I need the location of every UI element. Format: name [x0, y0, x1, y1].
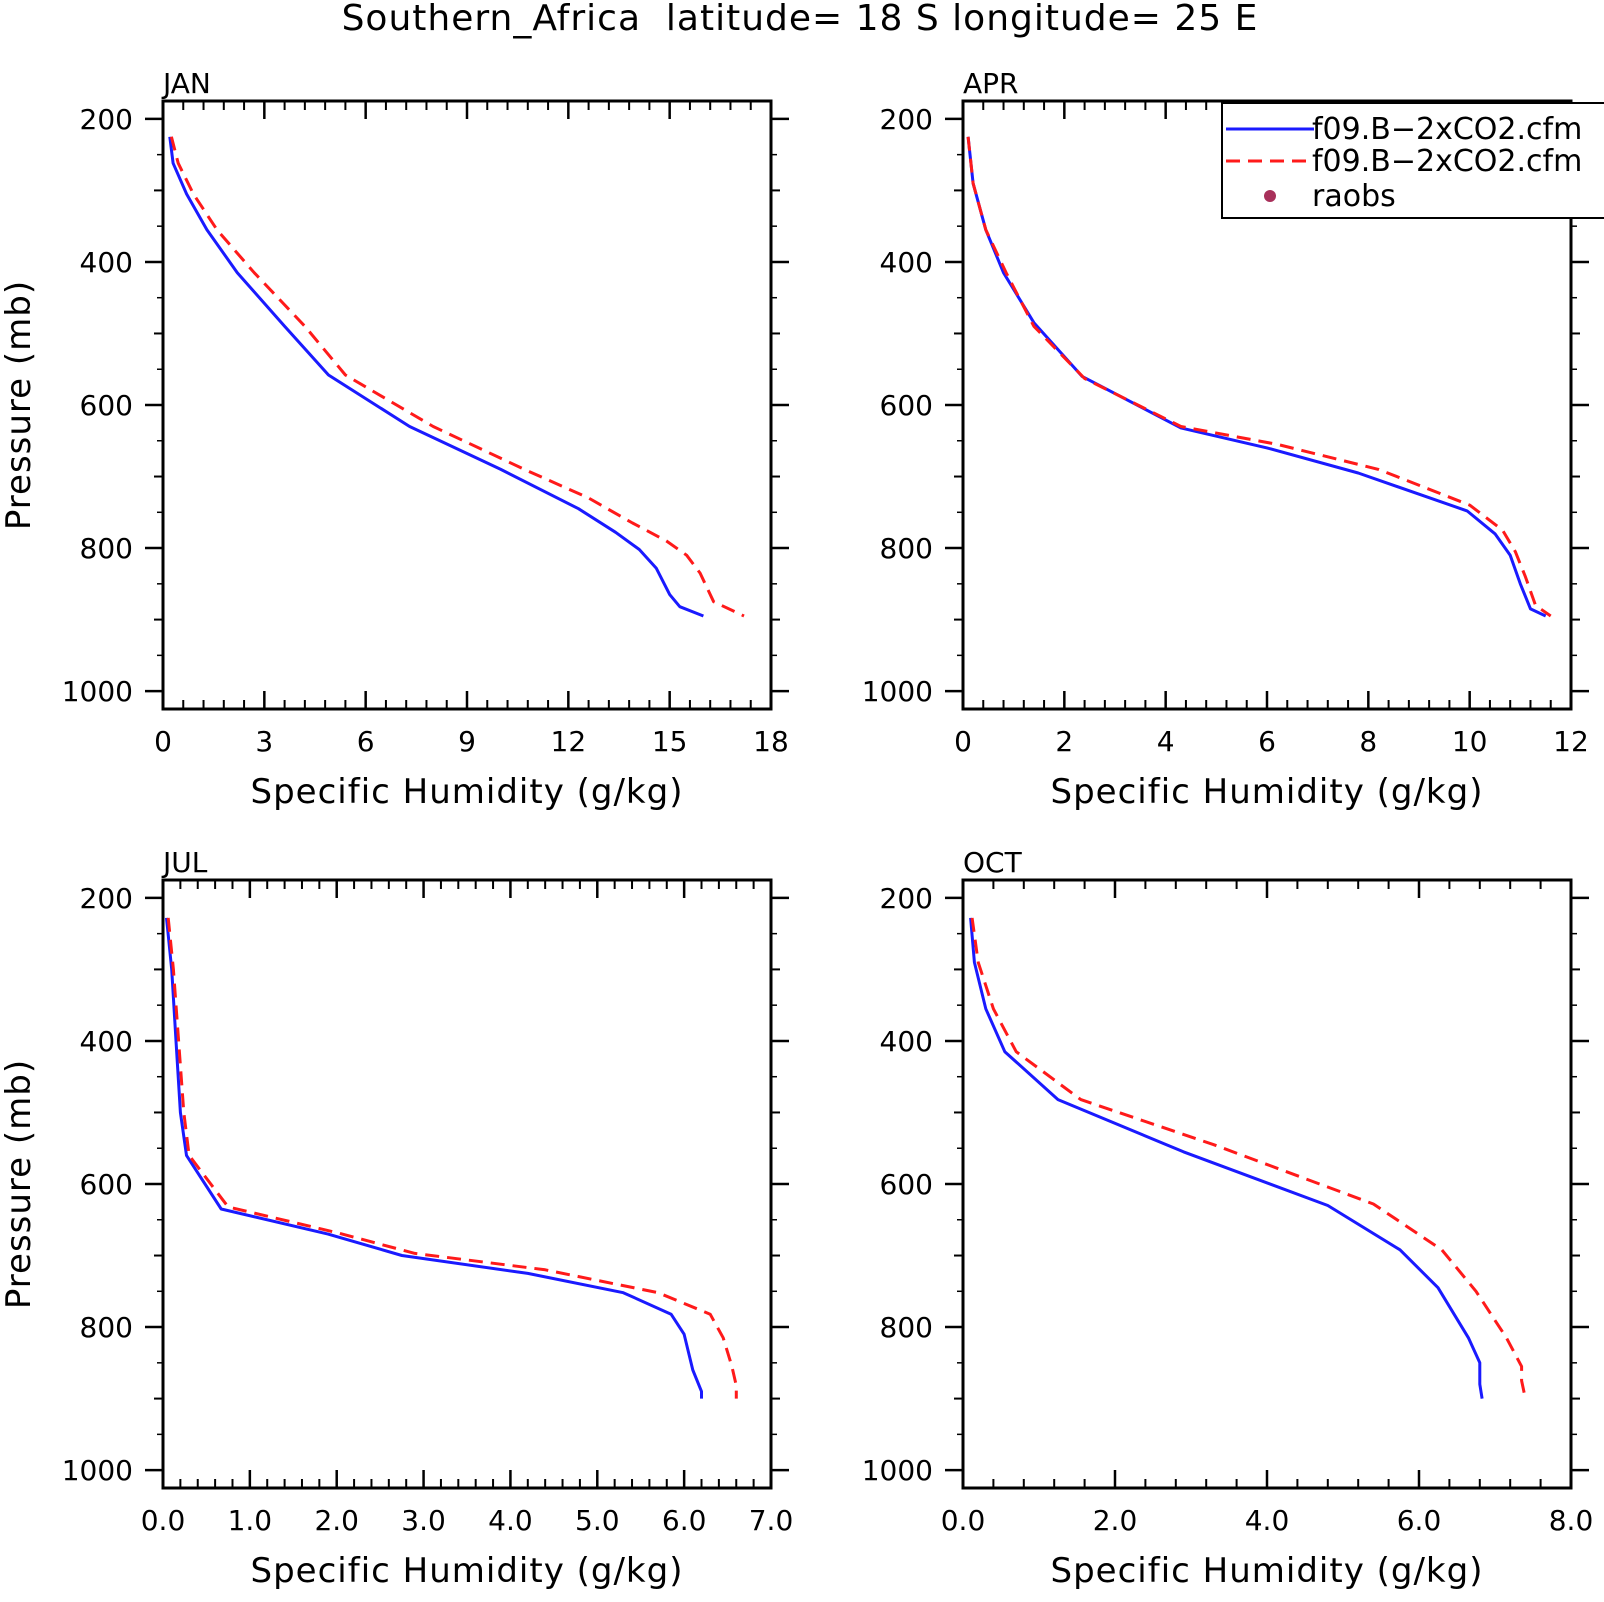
x-tick-label: 1.0	[228, 1504, 273, 1537]
y-tick-label: 600	[80, 1168, 133, 1201]
y-tick-label: 600	[880, 389, 933, 422]
series-line-1	[165, 917, 703, 1399]
x-tick-label: 5.0	[575, 1504, 620, 1537]
plot-frame	[161, 878, 773, 1490]
x-tick-label: 10	[1452, 725, 1488, 758]
panel-oct: OCT 0.0 2.0 4.0 6.0 8.0 200 400 600 800 1000 Specif…	[862, 846, 1594, 1591]
panel-jul: JUL 0.0 1.0 2.0 3.0 4.0 5.0 6.0 7.0 200 400 600 800 1…	[0, 846, 793, 1591]
y-tick-label: 800	[880, 532, 933, 565]
panels-layer: JAN 0 3 6 9 12 15 18 200 400 600 800 1000 Specific Hu…	[0, 67, 1604, 1591]
legend-box	[1221, 102, 1604, 219]
y-tick-label: 200	[880, 103, 933, 136]
legend-label-3: raobs	[1312, 179, 1396, 214]
panel-label: APR	[963, 67, 1019, 100]
series-line-1	[168, 136, 704, 618]
x-tick-label: 6.0	[1397, 1504, 1442, 1537]
x-axis-title: Specific Humidity (g/kg)	[251, 772, 684, 812]
legend-label-2: f09.B−2xCO2.cfm	[1312, 144, 1582, 179]
y-tick-label: 200	[80, 103, 133, 136]
y-tick-label: 800	[80, 1311, 133, 1344]
panel-label: JUL	[161, 846, 208, 879]
y-tick-label: 800	[80, 532, 133, 565]
series-line-2	[169, 136, 745, 618]
x-axis-title: Specific Humidity (g/kg)	[1051, 772, 1484, 812]
y-tick-label: 1000	[862, 675, 933, 708]
y-tick-label: 1000	[62, 675, 133, 708]
x-tick-label: 0	[154, 725, 172, 758]
panel-jan: JAN 0 3 6 9 12 15 18 200 400 600 800 1000 Specific Hu…	[0, 67, 789, 812]
page-title: Southern_Africa latitude= 18 S longitude…	[342, 0, 1259, 39]
x-tick-label: 6	[357, 725, 375, 758]
x-tick-label: 12	[551, 725, 587, 758]
y-tick-label: 600	[880, 1168, 933, 1201]
x-tick-label: 6.0	[662, 1504, 707, 1537]
legend-marker-raobs	[1264, 190, 1276, 202]
x-tick-label: 2	[1055, 725, 1073, 758]
series-line-2	[166, 917, 738, 1399]
y-tick-label: 600	[80, 389, 133, 422]
y-tick-label: 400	[80, 1025, 133, 1058]
x-tick-label: 3	[255, 725, 273, 758]
series-line-1	[969, 917, 1484, 1399]
plot-frame	[161, 99, 773, 711]
x-tick-label: 15	[652, 725, 688, 758]
panel-label: JAN	[161, 67, 211, 100]
x-axis-title: Specific Humidity (g/kg)	[251, 1551, 684, 1591]
series-line-2	[970, 917, 1527, 1399]
x-tick-label: 7.0	[749, 1504, 794, 1537]
series-line-2	[966, 136, 1552, 618]
x-tick-label: 18	[753, 725, 789, 758]
x-tick-label: 9	[458, 725, 476, 758]
x-tick-label: 0	[954, 725, 972, 758]
x-tick-label: 8	[1359, 725, 1377, 758]
y-tick-label: 400	[880, 1025, 933, 1058]
y-axis-title: Pressure (mb)	[0, 280, 39, 530]
x-tick-label: 2.0	[314, 1504, 359, 1537]
x-tick-label: 4.0	[488, 1504, 533, 1537]
x-tick-label: 6	[1258, 725, 1276, 758]
x-tick-label: 4	[1157, 725, 1175, 758]
x-tick-label: 0.0	[941, 1504, 986, 1537]
panel-label: OCT	[963, 846, 1023, 879]
y-tick-label: 200	[880, 882, 933, 915]
y-tick-label: 200	[80, 882, 133, 915]
y-tick-label: 400	[80, 246, 133, 279]
y-tick-label: 400	[880, 246, 933, 279]
y-tick-label: 1000	[862, 1454, 933, 1487]
x-tick-label: 3.0	[401, 1504, 446, 1537]
y-tick-label: 800	[880, 1311, 933, 1344]
x-axis-title: Specific Humidity (g/kg)	[1051, 1551, 1484, 1591]
x-tick-label: 12	[1553, 725, 1589, 758]
x-tick-label: 4.0	[1245, 1504, 1290, 1537]
x-tick-label: 0.0	[141, 1504, 186, 1537]
y-axis-title: Pressure (mb)	[0, 1059, 39, 1309]
y-tick-label: 1000	[62, 1454, 133, 1487]
x-tick-label: 2.0	[1093, 1504, 1138, 1537]
legend-label-1: f09.B−2xCO2.cfm	[1312, 112, 1582, 147]
x-tick-label: 8.0	[1549, 1504, 1594, 1537]
